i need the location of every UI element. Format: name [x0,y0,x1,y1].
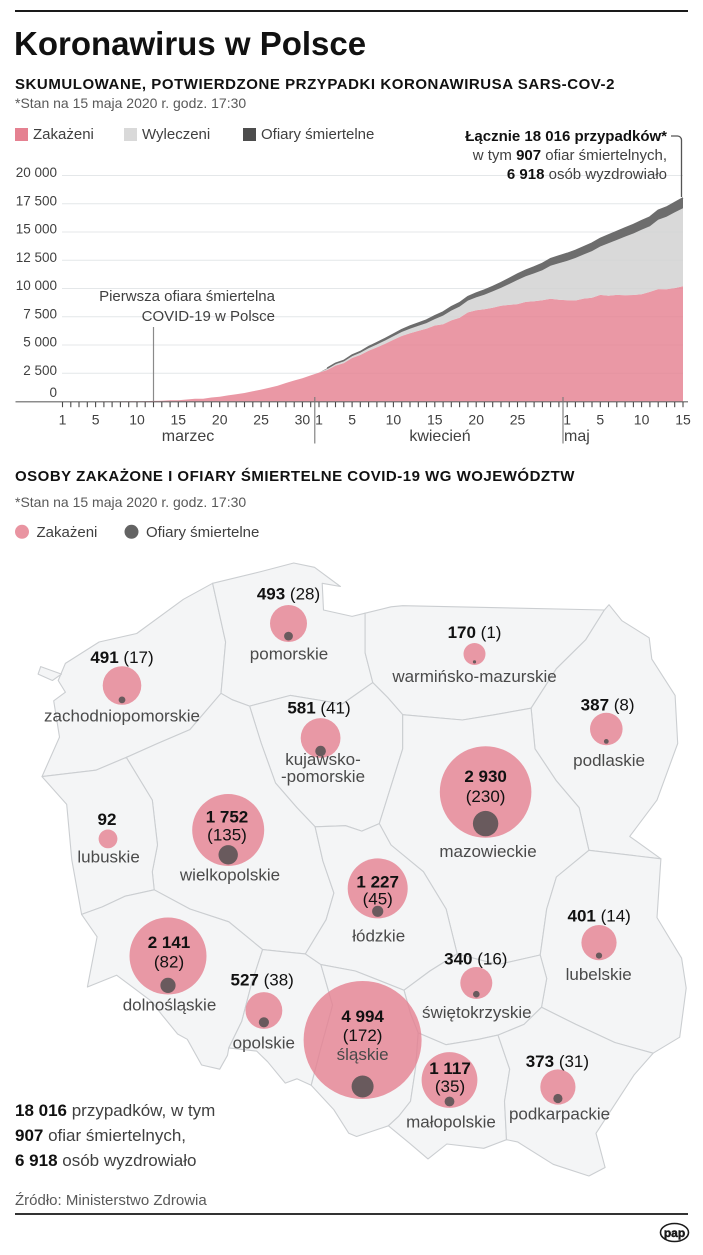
svg-text:*Stan na 15 maja 2020 r. godz.: *Stan na 15 maja 2020 r. godz. 17:30 [15,494,246,510]
svg-text:*Stan na 15 maja 2020 r. godz.: *Stan na 15 maja 2020 r. godz. 17:30 [15,95,246,111]
svg-text:527 (38): 527 (38) [231,971,294,990]
svg-text:6 918 osób wyzdrowiało: 6 918 osób wyzdrowiało [15,1151,196,1170]
svg-text:kujawsko-: kujawsko- [285,750,361,769]
svg-text:340 (16): 340 (16) [444,950,507,969]
svg-text:kwiecień: kwiecień [409,428,470,445]
svg-text:4 994: 4 994 [341,1007,384,1026]
svg-text:1 227: 1 227 [356,873,399,892]
svg-text:Pierwsza ofiara śmiertelna: Pierwsza ofiara śmiertelna [99,288,276,305]
svg-text:18 016 przypadków, w tym: 18 016 przypadków, w tym [15,1101,215,1120]
svg-text:Ofiary śmiertelne: Ofiary śmiertelne [261,126,374,143]
svg-text:491 (17): 491 (17) [90,648,153,667]
svg-text:-pomorskie: -pomorskie [281,767,365,786]
svg-text:warmińsko-mazurskie: warmińsko-mazurskie [391,667,556,686]
svg-text:Koronawirus w Polsce: Koronawirus w Polsce [14,25,366,62]
svg-text:COVID-19 w Polsce: COVID-19 w Polsce [142,308,275,325]
svg-text:świętokrzyskie: świętokrzyskie [422,1003,532,1022]
svg-text:małopolskie: małopolskie [406,1113,496,1132]
svg-text:w tym 907 ofiar śmiertelnych,: w tym 907 ofiar śmiertelnych, [472,147,667,164]
svg-text:Łącznie 18 016 przypadków*: Łącznie 18 016 przypadków* [465,128,667,145]
svg-text:1 117: 1 117 [429,1059,471,1078]
svg-text:mazowieckie: mazowieckie [439,842,536,861]
svg-text:15: 15 [171,412,187,428]
svg-text:1: 1 [59,412,67,428]
svg-text:15 000: 15 000 [16,222,57,237]
svg-text:2 500: 2 500 [23,363,57,378]
svg-text:30: 30 [295,412,311,428]
svg-text:10: 10 [129,412,145,428]
svg-text:podlaskie: podlaskie [573,751,645,770]
svg-text:(45): (45) [363,890,393,909]
svg-text:25: 25 [510,412,526,428]
svg-text:10: 10 [634,412,650,428]
svg-text:Źródło: Ministerstwo Zdrowia: Źródło: Ministerstwo Zdrowia [15,1192,207,1209]
svg-text:Zakażeni: Zakażeni [33,126,94,143]
svg-text:Ofiary śmiertelne: Ofiary śmiertelne [146,524,259,541]
svg-text:wielkopolskie: wielkopolskie [179,866,280,885]
svg-text:581 (41): 581 (41) [287,699,350,718]
svg-text:(35): (35) [435,1077,465,1096]
svg-text:(135): (135) [207,826,247,845]
svg-text:15: 15 [675,412,691,428]
svg-text:Zakażeni: Zakażeni [37,524,98,541]
svg-text:10: 10 [386,412,402,428]
svg-text:401 (14): 401 (14) [568,907,631,926]
svg-text:10 000: 10 000 [16,278,57,293]
svg-text:170 (1): 170 (1) [448,623,502,642]
svg-text:SKUMULOWANE, POTWIERDZONE PRZY: SKUMULOWANE, POTWIERDZONE PRZYPADKI KORO… [15,76,615,93]
svg-text:20: 20 [212,412,228,428]
svg-text:dolnośląskie: dolnośląskie [123,996,217,1015]
svg-text:(82): (82) [154,953,184,972]
svg-text:maj: maj [564,428,590,445]
svg-text:6 918 osób wyzdrowiało: 6 918 osób wyzdrowiało [507,166,667,183]
svg-text:(172): (172) [343,1026,383,1045]
svg-text:12 500: 12 500 [16,250,57,265]
svg-text:92: 92 [98,810,117,829]
svg-text:lubuskie: lubuskie [77,848,139,867]
svg-text:0: 0 [49,385,57,400]
svg-text:20 000: 20 000 [16,165,57,180]
svg-text:373 (31): 373 (31) [526,1052,589,1071]
svg-text:zachodniopomorskie: zachodniopomorskie [44,707,200,726]
svg-text:śląskie: śląskie [337,1045,389,1064]
svg-text:lubelskie: lubelskie [566,965,632,984]
svg-text:15: 15 [427,412,443,428]
svg-text:5 000: 5 000 [23,335,57,350]
svg-text:pap: pap [664,1226,685,1240]
svg-text:493 (28): 493 (28) [257,585,320,604]
svg-text:5: 5 [596,412,604,428]
svg-text:OSOBY ZAKAŻONE I OFIARY ŚMIERT: OSOBY ZAKAŻONE I OFIARY ŚMIERTELNE COVID… [15,467,575,485]
svg-text:1: 1 [563,412,571,428]
svg-text:podkarpackie: podkarpackie [509,1105,610,1124]
svg-text:25: 25 [253,412,269,428]
svg-text:2 930: 2 930 [464,767,507,786]
svg-text:20: 20 [468,412,484,428]
svg-text:7 500: 7 500 [23,306,57,321]
svg-text:17 500: 17 500 [16,193,57,208]
svg-text:2 141: 2 141 [148,933,191,952]
svg-text:907 ofiar śmiertelnych,: 907 ofiar śmiertelnych, [15,1126,186,1145]
svg-text:387 (8): 387 (8) [581,696,635,715]
svg-text:Wyleczeni: Wyleczeni [142,126,210,143]
svg-text:opolskie: opolskie [233,1034,295,1053]
svg-text:marzec: marzec [162,428,214,445]
svg-text:(230): (230) [466,787,506,806]
svg-text:1: 1 [315,412,323,428]
svg-text:5: 5 [92,412,100,428]
svg-text:łódzkie: łódzkie [352,927,405,946]
svg-text:pomorskie: pomorskie [250,645,328,664]
svg-text:5: 5 [348,412,356,428]
svg-text:1 752: 1 752 [206,808,249,827]
